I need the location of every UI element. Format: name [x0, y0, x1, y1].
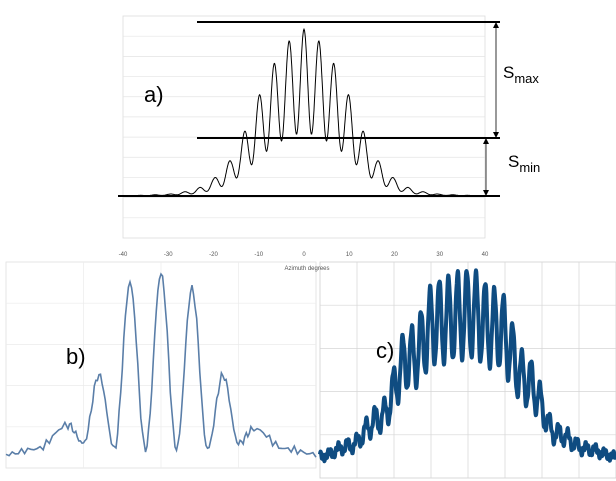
panel-a-label: a) [144, 82, 164, 107]
panel-a-series-line [123, 27, 485, 197]
panel-a-frame [122, 15, 486, 239]
panel-a-xtick: -30 [164, 252, 173, 258]
panel-a-xtick: -20 [209, 252, 218, 258]
panel-c-label: c) [376, 338, 394, 363]
smin-label-main: S [508, 152, 519, 171]
smin-arrow-head-bottom [483, 190, 489, 196]
panel-b-series-line [5, 272, 317, 458]
panel-a-xtick: 0 [302, 252, 306, 258]
smin-label: Smin [508, 152, 540, 175]
smax-label: Smax [503, 63, 539, 86]
smin-label-sub: min [519, 160, 540, 175]
panel-a: -40 -30 -20 -10 0 10 20 30 40 [118, 15, 500, 258]
panel-a-xtick: -40 [119, 252, 128, 258]
panel-b [5, 261, 317, 469]
smax-arrow-head-top [493, 22, 499, 28]
panel-c-series-line [318, 268, 616, 464]
panel-a-xtick: 40 [482, 252, 489, 258]
smin-arrow-head-top [483, 138, 489, 144]
panel-a-xtick: 30 [436, 252, 443, 258]
smax-label-sub: max [514, 71, 539, 86]
panel-c [318, 261, 616, 479]
panel-a-xtick: -10 [254, 252, 263, 258]
smax-arrow-head-bottom [493, 132, 499, 138]
smax-label-main: S [503, 63, 514, 82]
panel-b-label: b) [66, 344, 86, 369]
panel-a-xlabel: Azimuth degrees [284, 266, 329, 272]
panel-a-xtick: 10 [346, 252, 353, 258]
panel-a-xtick: 20 [391, 252, 398, 258]
